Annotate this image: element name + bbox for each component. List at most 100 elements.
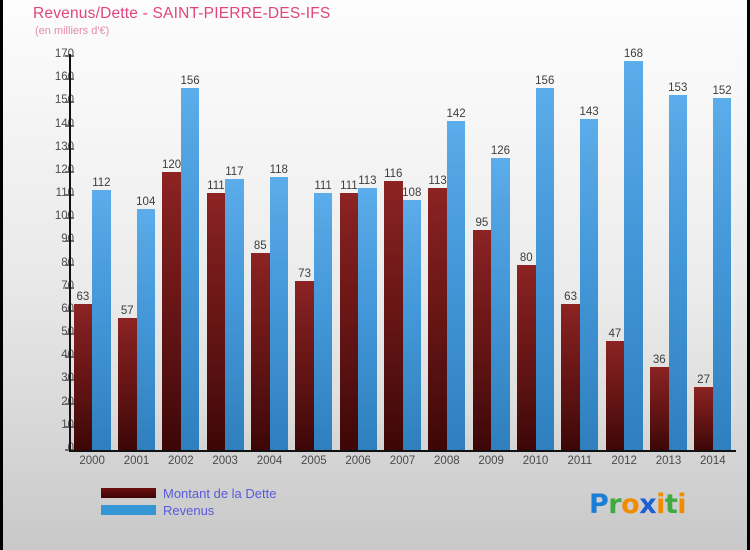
x-axis-tick-label: 2006 bbox=[345, 455, 371, 467]
bar-revenus-2014 bbox=[712, 97, 732, 450]
logo-letter: i bbox=[677, 489, 687, 520]
bar-revenus-2000 bbox=[92, 190, 111, 450]
y-axis-tick-label: 60 bbox=[61, 302, 74, 315]
bar-value-label: 143 bbox=[579, 105, 599, 118]
x-axis-tick-label: 2007 bbox=[389, 455, 416, 467]
x-axis-tick-label: 2005 bbox=[301, 455, 327, 467]
bar-value-label: 36 bbox=[652, 353, 666, 366]
bar-dette-2011 bbox=[561, 304, 580, 450]
legend-label-dette: Montant de la Dette bbox=[163, 485, 277, 501]
bar-value-label: 108 bbox=[402, 186, 422, 199]
chart-legend: Montant de la Dette Revenus bbox=[101, 485, 276, 519]
bar-revenus-2005 bbox=[313, 192, 333, 450]
bar-revenus-2003 bbox=[225, 178, 244, 450]
bar-dette-2008 bbox=[428, 188, 447, 450]
logo-letter: x bbox=[639, 489, 657, 520]
logo-letter: r bbox=[608, 489, 622, 520]
bar-revenus-2012 bbox=[624, 60, 643, 450]
bar-dette-2002 bbox=[162, 171, 181, 450]
bar-revenus-2001 bbox=[136, 208, 155, 450]
y-axis-tick-label: 90 bbox=[61, 233, 74, 246]
bar-value-label: 111 bbox=[340, 179, 358, 192]
bars-layer: 63 112 57 104 120 156 111 117 85 118 73 111 111 113 11… bbox=[70, 48, 735, 450]
bar-dette-2001 bbox=[118, 317, 137, 450]
y-axis-tick-label: 80 bbox=[61, 256, 74, 269]
x-axis-tick-label: 2003 bbox=[212, 455, 238, 467]
bar-value-label: 63 bbox=[564, 291, 577, 303]
y-axis-line bbox=[69, 54, 71, 452]
y-axis-tick-label: 30 bbox=[61, 372, 74, 385]
bar-value-label: 152 bbox=[712, 84, 732, 97]
bar-value-label: 111 bbox=[314, 179, 332, 192]
bar-dette-2007 bbox=[384, 181, 403, 450]
x-axis-tick-label: 2013 bbox=[655, 455, 682, 467]
logo-letter: P bbox=[589, 489, 609, 520]
y-axis-tick-label: 20 bbox=[61, 395, 74, 408]
x-axis-tick-label: 2008 bbox=[434, 455, 460, 467]
x-axis-tick-label: 2012 bbox=[611, 455, 637, 467]
bar-dette-2013 bbox=[650, 366, 669, 450]
x-axis-tick-label: 2001 bbox=[123, 455, 150, 467]
bar-value-label: 168 bbox=[623, 47, 643, 60]
bar-value-label: 111 bbox=[207, 179, 225, 192]
bar-value-label: 153 bbox=[668, 82, 688, 95]
bar-dette-2009 bbox=[472, 229, 492, 450]
bar-value-label: 156 bbox=[535, 75, 555, 88]
bar-value-label: 73 bbox=[298, 267, 311, 280]
y-axis-tick-label: 140 bbox=[54, 117, 74, 130]
legend-swatch-dette-icon bbox=[101, 488, 156, 498]
logo-letter: t bbox=[664, 489, 678, 520]
bar-dette-2000 bbox=[73, 304, 93, 450]
bar-value-label: 80 bbox=[519, 251, 533, 264]
proxiti-logo: Proxiti bbox=[589, 489, 687, 520]
legend-swatch-revenus-icon bbox=[101, 505, 156, 515]
y-axis-tick-label: 100 bbox=[54, 210, 74, 223]
y-axis-tick-label: 50 bbox=[61, 326, 74, 339]
y-axis-tick-label: 170 bbox=[54, 48, 74, 60]
bar-dette-2006 bbox=[339, 192, 359, 450]
bar-value-label: 116 bbox=[384, 168, 403, 181]
y-axis-tick-label: 40 bbox=[61, 349, 74, 362]
bar-revenus-2006 bbox=[358, 188, 377, 450]
legend-label-revenus: Revenus bbox=[163, 502, 215, 518]
x-axis-tick-label: 2010 bbox=[522, 455, 549, 467]
bar-value-label: 118 bbox=[269, 163, 288, 176]
bar-value-label: 117 bbox=[225, 165, 244, 178]
bar-value-label: 142 bbox=[446, 107, 466, 120]
y-axis-tick-label: 110 bbox=[55, 187, 74, 200]
bar-revenus-2007 bbox=[402, 199, 421, 450]
x-axis-tick-label: 2011 bbox=[567, 455, 593, 467]
y-axis-tick-label: 120 bbox=[54, 163, 74, 176]
logo-letter: i bbox=[656, 489, 665, 520]
bar-dette-2012 bbox=[605, 341, 625, 450]
y-axis-tick-label: 70 bbox=[61, 279, 74, 292]
bar-value-label: 112 bbox=[92, 177, 111, 190]
x-axis-tick-label: 2002 bbox=[168, 455, 194, 467]
bar-revenus-2002 bbox=[180, 88, 200, 450]
bar-value-label: 113 bbox=[428, 175, 447, 188]
bar-value-label: 63 bbox=[76, 291, 90, 303]
y-axis-tick-label: 160 bbox=[54, 71, 74, 84]
bar-dette-2005 bbox=[295, 280, 314, 450]
y-axis-tick-label: 150 bbox=[54, 94, 74, 107]
bar-dette-2004 bbox=[251, 253, 270, 450]
x-axis-tick-label: 2014 bbox=[700, 455, 726, 467]
legend-item-revenus: Revenus bbox=[101, 502, 276, 518]
bar-revenus-2010 bbox=[535, 88, 554, 450]
x-axis-tick-label: 2009 bbox=[478, 455, 504, 467]
bar-dette-2003 bbox=[206, 192, 226, 450]
x-axis-tick-label: 2000 bbox=[79, 455, 105, 467]
logo-letter: o bbox=[621, 489, 640, 520]
bar-revenus-2009 bbox=[491, 157, 510, 450]
bar-value-label: 85 bbox=[253, 240, 267, 252]
bar-value-label: 156 bbox=[180, 75, 200, 88]
chart-header: Revenus/Dette - SAINT-PIERRE-DES-IFS (en… bbox=[33, 4, 683, 38]
chart-title: Revenus/Dette - SAINT-PIERRE-DES-IFS bbox=[33, 5, 331, 22]
bar-value-label: 27 bbox=[697, 374, 710, 387]
y-axis-tick-label: 130 bbox=[54, 140, 74, 153]
bar-value-label: 57 bbox=[120, 304, 134, 317]
y-axis-tick-label: 0 bbox=[34, 442, 74, 454]
bar-value-label: 95 bbox=[475, 216, 489, 229]
bar-revenus-2011 bbox=[579, 118, 599, 450]
